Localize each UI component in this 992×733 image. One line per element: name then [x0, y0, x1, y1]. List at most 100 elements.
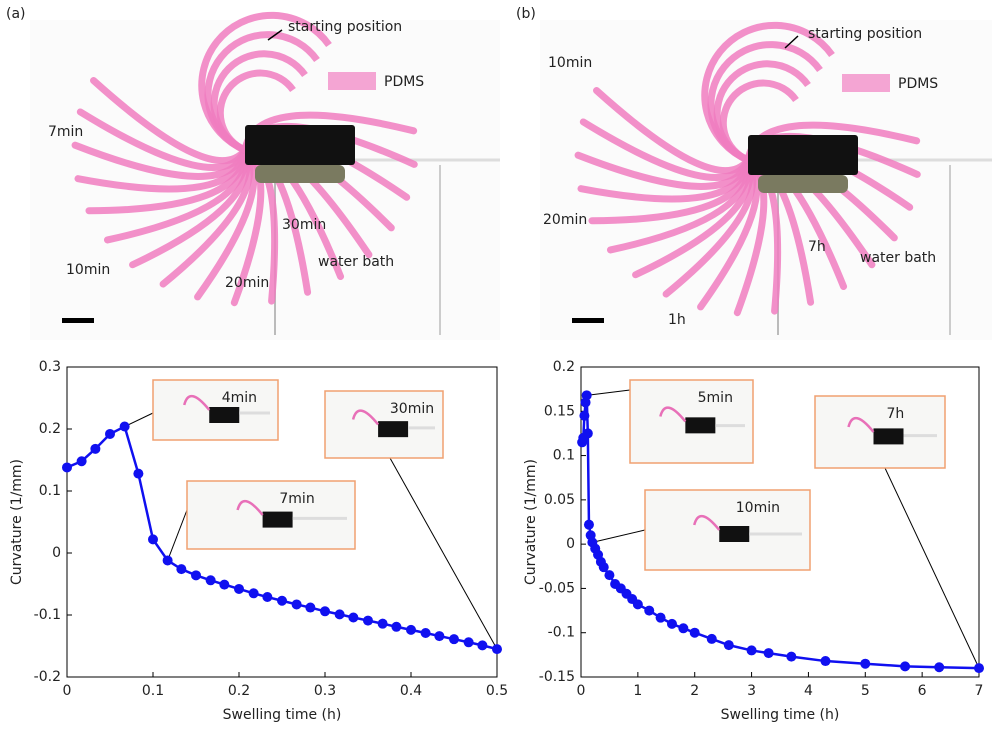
y-tick-label: 0	[566, 536, 575, 552]
data-point	[764, 648, 774, 658]
data-point	[421, 628, 431, 638]
figure: (a)starting positionPDMSwater bath7min10…	[0, 0, 992, 733]
data-point	[292, 599, 302, 609]
data-point	[206, 575, 216, 585]
clamp	[255, 165, 345, 183]
x-axis-label: Swelling time (h)	[223, 707, 342, 723]
photo-annotation: 7h	[808, 239, 826, 255]
inset-clamp	[263, 512, 293, 528]
panel-label: (a)	[6, 6, 26, 22]
data-point	[690, 628, 700, 638]
photo-annotation: 1h	[668, 312, 686, 328]
data-point	[434, 631, 444, 641]
inset-label: 7min	[279, 491, 314, 507]
clamp	[245, 125, 355, 165]
photo-annotation: 20min	[543, 212, 587, 228]
x-tick-label: 0.5	[486, 683, 508, 699]
photo-annotation: 20min	[225, 275, 269, 291]
x-tick-label: 0.4	[400, 683, 422, 699]
photo-annotation: starting position	[288, 19, 402, 35]
x-tick-label: 0	[577, 683, 586, 699]
x-tick-label: 0	[63, 683, 72, 699]
data-point	[678, 623, 688, 633]
x-tick-label: 0.2	[228, 683, 250, 699]
photo-annotation: water bath	[860, 250, 936, 266]
y-tick-label: 0.2	[39, 421, 61, 437]
data-point	[249, 588, 259, 598]
photo-annotation: starting position	[808, 26, 922, 42]
data-point	[348, 612, 358, 622]
data-point	[335, 609, 345, 619]
inset-clamp	[874, 428, 904, 444]
scale-bar	[572, 318, 604, 323]
x-tick-label: 4	[804, 683, 813, 699]
y-tick-label: 0.05	[544, 492, 575, 508]
clamp	[758, 175, 848, 193]
legend-swatch	[328, 72, 376, 90]
inset-clamp	[685, 417, 715, 433]
data-point	[492, 644, 502, 654]
data-point	[120, 422, 130, 432]
y-tick-label: 0.3	[39, 359, 61, 375]
data-point	[277, 596, 287, 606]
legend-swatch	[842, 74, 890, 92]
y-tick-label: -0.2	[34, 669, 61, 685]
x-tick-label: 6	[918, 683, 927, 699]
data-point	[133, 469, 143, 479]
data-point	[604, 570, 614, 580]
data-point	[582, 390, 592, 400]
data-point	[378, 619, 388, 629]
y-tick-label: -0.05	[539, 580, 575, 596]
data-point	[234, 584, 244, 594]
x-axis-label: Swelling time (h)	[721, 707, 840, 723]
inset-label: 10min	[736, 500, 780, 516]
inset-connector	[587, 390, 630, 395]
photo-annotation: 10min	[66, 262, 110, 278]
inset-label: 7h	[887, 406, 905, 422]
data-point	[583, 428, 593, 438]
data-point	[406, 625, 416, 635]
data-point	[860, 659, 870, 669]
data-point	[747, 645, 757, 655]
inset-clamp	[378, 421, 408, 437]
x-tick-label: 0.3	[314, 683, 336, 699]
photo-annotation: 10min	[548, 55, 592, 71]
data-point	[77, 456, 87, 466]
data-point	[176, 564, 186, 574]
data-point	[191, 570, 201, 580]
data-point	[934, 662, 944, 672]
x-tick-label: 0.1	[142, 683, 164, 699]
y-tick-label: 0.1	[553, 448, 575, 464]
y-axis-label: Curvature (1/mm)	[523, 459, 539, 585]
scale-bar	[62, 318, 94, 323]
data-point	[584, 520, 594, 530]
data-point	[579, 411, 589, 421]
data-point	[820, 656, 830, 666]
photo-annotation: 30min	[282, 217, 326, 233]
data-point	[644, 606, 654, 616]
inset-connector	[390, 458, 497, 649]
y-tick-label: 0.15	[544, 403, 575, 419]
y-tick-label: 0	[52, 545, 61, 561]
inset-clamp	[719, 526, 749, 542]
y-tick-label: 0.1	[39, 483, 61, 499]
data-point	[163, 555, 173, 565]
data-point	[320, 606, 330, 616]
x-tick-label: 1	[633, 683, 642, 699]
inset-label: 5min	[698, 390, 733, 406]
data-point	[974, 663, 984, 673]
clamp	[748, 135, 858, 175]
y-tick-label: -0.1	[34, 607, 61, 623]
data-point	[707, 634, 717, 644]
data-point	[667, 619, 677, 629]
y-tick-label: -0.1	[548, 625, 575, 641]
data-point	[305, 603, 315, 613]
legend-text: PDMS	[384, 74, 424, 90]
data-point	[633, 599, 643, 609]
y-tick-label: 0.2	[553, 359, 575, 375]
inset-connector	[885, 468, 979, 668]
data-point	[62, 462, 72, 472]
data-point	[148, 534, 158, 544]
data-point	[464, 637, 474, 647]
inset-label: 30min	[390, 401, 434, 417]
